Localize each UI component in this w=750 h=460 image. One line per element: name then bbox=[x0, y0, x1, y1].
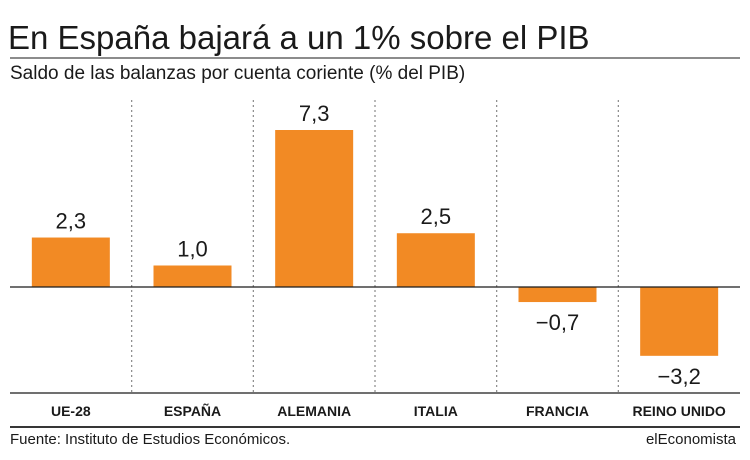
x-tick-label: FRANCIA bbox=[526, 403, 589, 419]
data-label: −3,2 bbox=[657, 364, 700, 389]
bar-alemania bbox=[275, 130, 354, 287]
bar-ue-28 bbox=[31, 237, 110, 287]
data-label: 7,3 bbox=[299, 101, 330, 126]
x-tick-label: UE-28 bbox=[51, 403, 91, 419]
x-tick-label: REINO UNIDO bbox=[632, 403, 725, 419]
x-tick-label: ITALIA bbox=[414, 403, 458, 419]
x-tick-label: ESPAÑA bbox=[164, 402, 221, 419]
data-label: 2,5 bbox=[421, 204, 452, 229]
bar-italia bbox=[396, 233, 475, 287]
source-note: Fuente: Instituto de Estudios Económicos… bbox=[10, 431, 291, 448]
x-tick-label: ALEMANIA bbox=[277, 403, 351, 419]
data-label: 1,0 bbox=[177, 236, 208, 261]
bar-españa bbox=[153, 265, 232, 287]
data-label: −0,7 bbox=[536, 310, 579, 335]
bar-reino-unido bbox=[640, 287, 719, 356]
brand-logo: elEconomista bbox=[645, 431, 736, 448]
bar-francia bbox=[518, 287, 597, 303]
chart-title: En España bajará a un 1% sobre el PIB bbox=[8, 19, 590, 56]
chart-subtitle: Saldo de las balanzas por cuenta corient… bbox=[10, 63, 466, 84]
data-label: 2,3 bbox=[56, 209, 87, 234]
